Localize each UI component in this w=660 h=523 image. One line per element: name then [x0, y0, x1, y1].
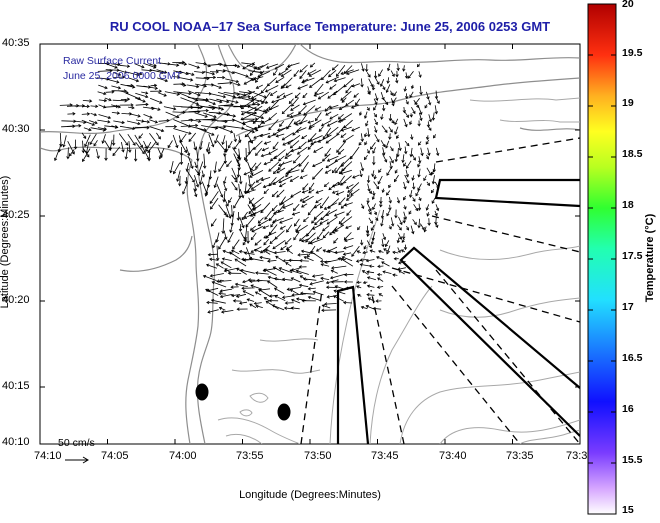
x-tick-label: 73:45 [371, 450, 399, 462]
x-tick-label: 74:05 [101, 450, 129, 462]
scale-arrow [65, 457, 88, 463]
colorbar-tick-label: 16 [622, 403, 634, 415]
colorbar-tick-label: 17.5 [622, 250, 642, 262]
overlay-label: Raw Surface Current [63, 55, 161, 67]
colorbar-tick-label: 15.5 [622, 454, 642, 466]
colorbar-tick-label: 19 [622, 97, 634, 109]
colorbar-tick-label: 17 [622, 301, 634, 313]
x-tick-label: 73:55 [236, 450, 264, 462]
y-tick-label: 40:25 [2, 209, 30, 221]
colorbar-tick-label: 20 [622, 0, 634, 10]
colorbar-tick-label: 15 [622, 504, 634, 516]
y-axis-label: Latitude (Degrees:Minutes) [0, 137, 11, 347]
y-tick-label: 40:30 [2, 123, 30, 135]
x-tick-label: 74:10 [34, 450, 62, 462]
y-tick-label: 40:10 [2, 436, 30, 448]
station-marker [196, 384, 209, 401]
y-tick-label: 40:15 [2, 380, 30, 392]
map-title: RU COOL NOAA–17 Sea Surface Temperature:… [40, 19, 620, 34]
station-marker [278, 404, 291, 421]
scale-label: 50 cm/s [58, 437, 95, 449]
x-tick-label: 73:40 [439, 450, 467, 462]
colorbar-tick-label: 16.5 [622, 352, 642, 364]
colorbar-tick-label: 18 [622, 199, 634, 211]
overlay-timestamp: June 25, 2006 0000 GMT [63, 70, 182, 82]
x-tick-label: 73:35 [506, 450, 534, 462]
x-tick-label: 73:3 [566, 450, 587, 462]
colorbar-tick-label: 18.5 [622, 148, 642, 160]
x-axis-label: Longitude (Degrees:Minutes) [200, 489, 420, 501]
colorbar-tick-label: 19.5 [622, 47, 642, 59]
y-tick-label: 40:35 [2, 37, 30, 49]
x-tick-label: 73:50 [304, 450, 332, 462]
colorbar-label: Temperature (°C) [644, 153, 656, 363]
x-tick-label: 74:00 [169, 450, 197, 462]
y-tick-label: 40:20 [2, 294, 30, 306]
